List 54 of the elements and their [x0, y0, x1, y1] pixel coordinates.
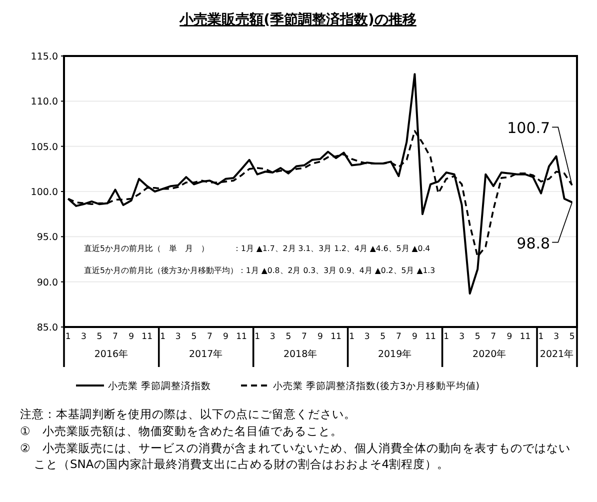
text: ② 小売業販売には、サービスの消費が含まれていないため、個人消費全体の動向を表すものではないこと（SNAの国内家計最終消費支出に占める財の割合はおおよそ4割程度）。 [20, 441, 570, 471]
x-tick-label: 3 [459, 332, 465, 342]
x-tick-label: 5 [380, 332, 386, 342]
x-tick-label: 3 [554, 332, 560, 342]
x-tick-label: 7 [490, 332, 496, 342]
x-tick-label: 7 [207, 332, 212, 342]
text: 2021年 [540, 348, 574, 360]
x-tick-label: 1 [538, 332, 544, 342]
x-tick-label: 7 [396, 332, 402, 342]
x-tick-label: 1 [349, 332, 355, 342]
annotation: 100.7 [507, 119, 550, 138]
x-tick-label: 5 [96, 332, 102, 342]
x-tick-label: 7 [112, 332, 118, 342]
x-tick-label: 3 [364, 332, 370, 342]
x-tick-label: 3 [270, 332, 276, 342]
x-tick-label: 1 [444, 332, 449, 342]
y-tick-label: 95.0 [36, 232, 58, 244]
annotation: 98.8 [516, 234, 550, 252]
text: 注意：本基調判断を使用の際は、以下の点にご留意ください。 [20, 407, 356, 421]
x-tick-label: 7 [301, 332, 307, 342]
x-tick-label: 9 [412, 332, 418, 342]
text: 2018年 [283, 348, 318, 360]
chart-title: 小売業販売額(季節調整済指数)の推移 [178, 11, 416, 28]
x-tick-label: 11 [330, 332, 342, 342]
x-tick-label: 1 [254, 332, 260, 342]
y-tick-label: 85.0 [36, 322, 58, 334]
x-tick-label: 5 [286, 332, 292, 342]
x-tick-label: 9 [318, 332, 323, 342]
y-tick-label: 100.0 [30, 187, 58, 198]
x-tick-label: 9 [128, 332, 134, 342]
text: 2017年 [189, 348, 224, 360]
x-tick-label: 9 [223, 332, 228, 342]
x-tick-label: 1 [160, 332, 166, 342]
x-tick-label: 5 [474, 332, 480, 342]
y-tick-label: 115.0 [30, 52, 58, 62]
x-tick-label: 3 [80, 332, 86, 342]
x-tick-label: 9 [506, 332, 512, 342]
legend-label: 小売業 季節調整済指数(後方3か月移動平均値) [273, 380, 480, 392]
y-tick-label: 110.0 [30, 96, 58, 108]
text: 2019年 [378, 348, 412, 360]
x-tick-label: 5 [569, 332, 575, 342]
x-tick-label: 1 [65, 332, 71, 342]
x-tick-label: 11 [520, 332, 531, 342]
text: 2020年 [472, 348, 507, 360]
legend-label: 小売業 季節調整済指数 [108, 380, 212, 392]
text: ① 小売業販売額は、物価変動を含めた名目値であること。 [20, 424, 342, 438]
x-tick-label: 11 [425, 332, 436, 342]
x-tick-label: 5 [191, 332, 197, 342]
x-tick-label: 3 [175, 332, 181, 342]
text: 2016年 [94, 348, 129, 360]
y-tick-label: 90.0 [36, 277, 58, 288]
x-tick-label: 11 [142, 332, 152, 342]
y-tick-label: 105.0 [30, 142, 58, 153]
x-tick-label: 11 [236, 332, 247, 342]
